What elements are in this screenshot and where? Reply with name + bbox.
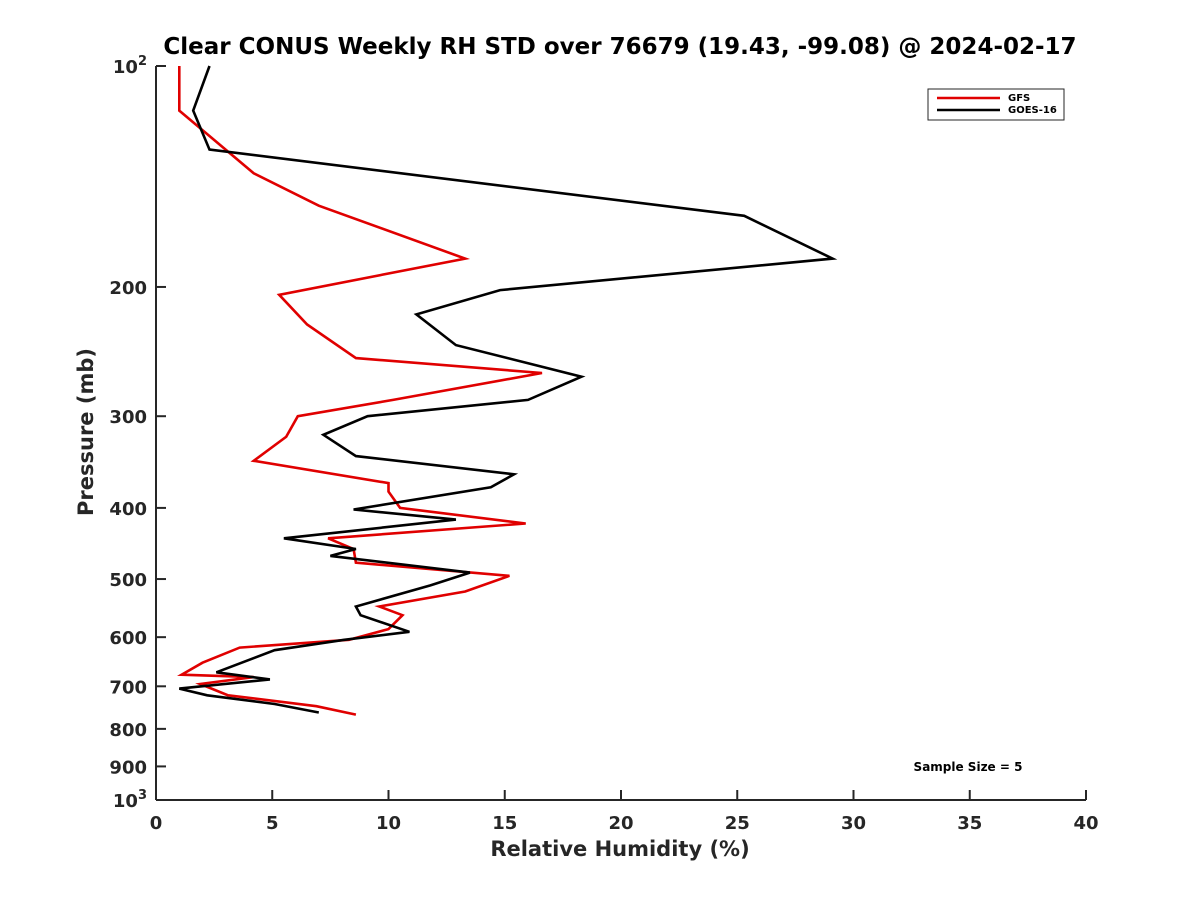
series-layer (176, 65, 838, 716)
x-tick-label: 35 (957, 813, 982, 834)
y-tick-label: 700 (109, 677, 147, 698)
y-tick-label: 400 (109, 499, 147, 520)
y-tick-label: 800 (109, 720, 147, 741)
axes: 0 5 10 15 20 25 30 35 40102200300400500600700800… (109, 54, 1098, 834)
series-line-gfs (176, 66, 543, 716)
x-tick-label: 10 (376, 813, 401, 834)
x-axis-label: Relative Humidity (%) (490, 837, 749, 861)
x-tick-label: 25 (725, 813, 750, 834)
x-tick-label: 20 (608, 813, 633, 834)
y-axis-label: Pressure (mb) (74, 348, 98, 516)
x-tick-label: 40 (1073, 813, 1098, 834)
legend: GFS GOES-16 (927, 88, 1065, 121)
y-tick-label: 500 (109, 570, 147, 591)
legend-box (927, 88, 1065, 121)
y-tick-label: 900 (109, 757, 147, 778)
legend-gfs-label: GFS (1008, 93, 1030, 104)
x-tick-label: 5 (266, 813, 279, 834)
x-tick-label: 0 (150, 813, 163, 834)
y-tick-label: 200 (109, 278, 147, 299)
legend-goes16-label: GOES-16 (1008, 105, 1057, 116)
x-tick-label: 15 (492, 813, 517, 834)
chart-title: Clear CONUS Weekly RH STD over 76679 (19… (163, 34, 1076, 60)
y-tick-label: 600 (109, 628, 147, 649)
y-tick-label: 300 (109, 407, 147, 428)
x-tick-label: 30 (841, 813, 866, 834)
series-line-goes-16 (178, 65, 838, 714)
sample-size-annotation: Sample Size = 5 (914, 760, 1023, 774)
